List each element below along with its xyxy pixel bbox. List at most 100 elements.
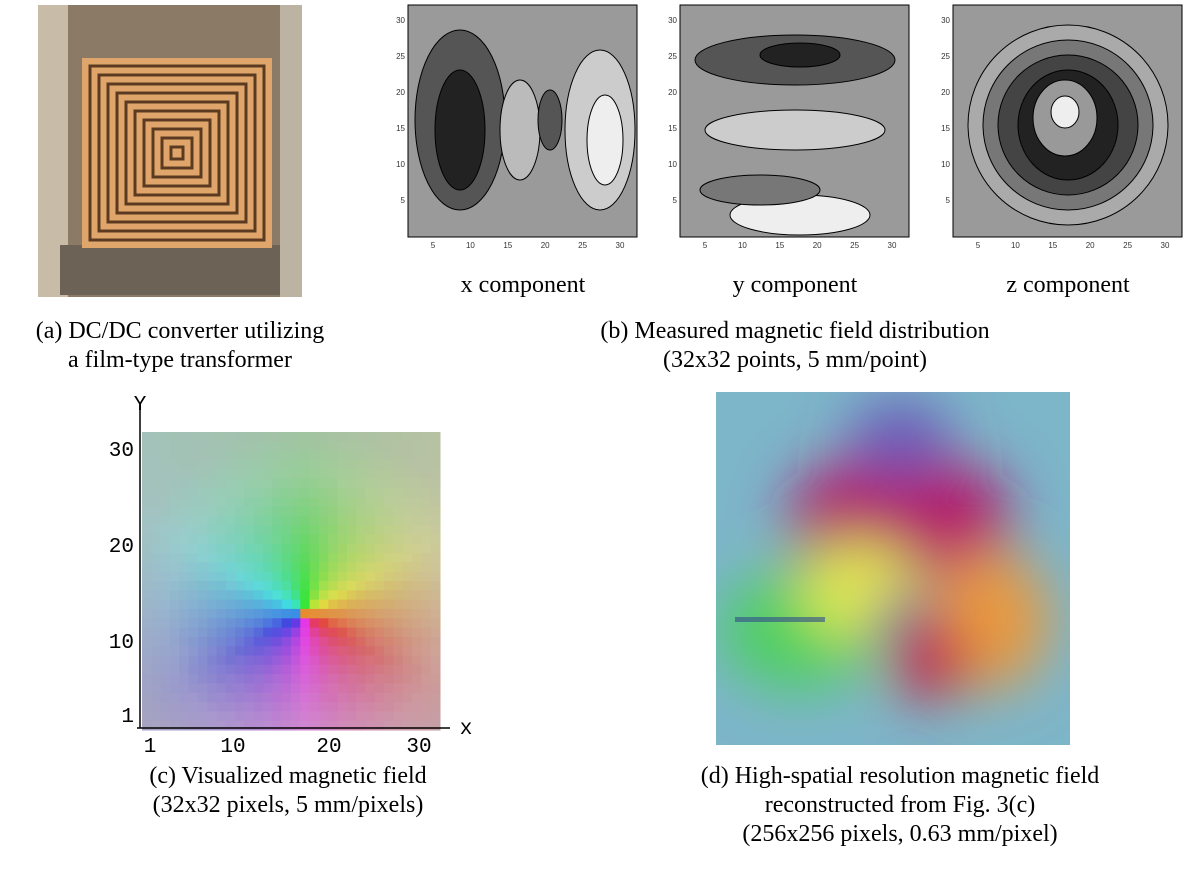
pixel [310,497,320,507]
pixel [384,590,394,600]
pixel [226,646,236,656]
pixel [291,656,301,666]
y-tick-label: 20 [668,88,677,97]
pixel [235,488,245,498]
pixel [412,460,422,470]
pixel [310,618,320,628]
pixel [161,534,171,544]
pixel [272,637,282,647]
pixel [328,590,338,600]
pixel [375,469,385,479]
pixel [412,693,422,703]
pixel [272,544,282,554]
pixel [347,534,357,544]
pixel [142,600,152,610]
pixel [244,646,254,656]
pixel [244,497,254,507]
pixel [319,646,329,656]
pixel [282,525,292,535]
pixel [356,646,366,656]
pixel [310,609,320,619]
pixel [198,469,208,479]
pixel [412,572,422,582]
pixel [319,702,329,712]
pixel [300,507,310,517]
pixel [272,488,282,498]
pixel [207,451,217,461]
pixel [142,683,152,693]
pixel [300,637,310,647]
pixel [291,628,301,638]
pixel [161,702,171,712]
pixel [272,581,282,591]
pixel [421,656,431,666]
pixel [310,553,320,563]
pixel [151,441,161,451]
pixel [403,618,413,628]
pixel [421,497,431,507]
pixel [431,441,441,451]
pixel [403,702,413,712]
caption-line: (256x256 pixels, 0.63 mm/pixel) [742,821,1057,847]
pixel [338,516,348,526]
pixel [170,600,180,610]
pixel [393,507,403,517]
pixel [282,721,292,731]
pixel [282,432,292,442]
pixel [217,497,227,507]
pixel [170,525,180,535]
pixel [189,618,199,628]
pixel [161,693,171,703]
pixel [217,628,227,638]
pixel [179,441,189,451]
pixel [366,665,376,675]
pixel [412,609,422,619]
pixel [366,609,376,619]
pixel [384,721,394,731]
pixel [347,581,357,591]
pixel [412,516,422,526]
pixel [300,609,310,619]
pixel [393,628,403,638]
pixel [300,618,310,628]
pixel [403,516,413,526]
pixel [431,665,441,675]
pixel [272,711,282,721]
pixel [431,488,441,498]
pixel [338,674,348,684]
pixel [170,581,180,591]
pixel [347,460,357,470]
pixel [328,600,338,610]
pixel [375,534,385,544]
pixel [412,497,422,507]
pixel [319,544,329,554]
pixel [310,711,320,721]
pixel [421,646,431,656]
pixel [431,572,441,582]
pixel [189,432,199,442]
pixel [244,674,254,684]
pixel [254,534,264,544]
pixel [431,544,441,554]
pixel [431,618,441,628]
pixel [328,646,338,656]
pixel [375,488,385,498]
pixel [226,432,236,442]
pixel [198,553,208,563]
pixel [161,497,171,507]
pixel [244,581,254,591]
pixel [384,711,394,721]
pixel [356,637,366,647]
pixel [282,711,292,721]
pixel [142,479,152,489]
pixel [431,702,441,712]
pixel [338,497,348,507]
pixel [272,665,282,675]
pixel [161,488,171,498]
pixel [170,711,180,721]
pixel [244,600,254,610]
pixel [282,562,292,572]
pixel [375,646,385,656]
pixel [254,441,264,451]
pixel [217,469,227,479]
